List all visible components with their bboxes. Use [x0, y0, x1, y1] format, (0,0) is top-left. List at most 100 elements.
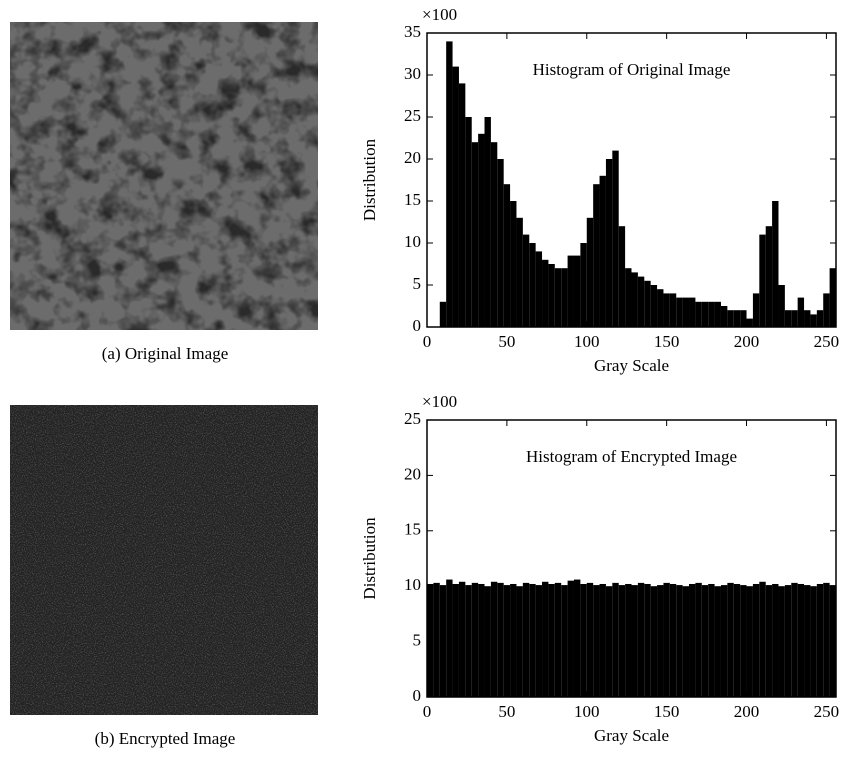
bar: [618, 585, 626, 697]
x-tick-label: 0: [423, 702, 432, 721]
bar: [510, 201, 517, 327]
y-tick-label: 0: [413, 686, 422, 705]
encrypted-image-noise: [10, 405, 318, 715]
bar: [497, 159, 504, 327]
bar: [816, 583, 824, 697]
bar: [778, 586, 785, 697]
bar: [676, 297, 683, 327]
bar: [561, 585, 568, 697]
bar: [695, 301, 702, 327]
y-tick-label: 15: [404, 190, 421, 209]
bar: [593, 585, 600, 697]
bar: [701, 585, 709, 697]
bar: [765, 585, 773, 697]
y-tick-label: 10: [404, 575, 421, 594]
bar: [682, 586, 690, 697]
bar: [752, 293, 760, 327]
bar: [516, 217, 523, 327]
bar: [439, 301, 447, 327]
x-tick-label: 50: [498, 702, 515, 721]
bar: [446, 41, 453, 328]
bar: [701, 301, 709, 327]
bar: [708, 583, 715, 697]
plot-frame: [426, 32, 837, 328]
bar: [727, 582, 734, 697]
bar: [682, 297, 690, 327]
bar: [669, 583, 677, 697]
bar: [663, 582, 670, 697]
y-multiplier: ×100: [422, 392, 457, 411]
bar: [778, 285, 785, 327]
bar: [452, 66, 459, 327]
bar: [522, 234, 530, 327]
bar: [784, 310, 792, 327]
bar: [650, 586, 658, 697]
bar: [689, 583, 696, 697]
bar: [599, 175, 606, 327]
bar: [829, 585, 836, 697]
bar: [625, 583, 632, 697]
bar: [452, 583, 459, 697]
bar: [733, 583, 741, 697]
bar: [657, 585, 664, 697]
bar: [561, 268, 568, 327]
bar: [784, 585, 792, 697]
bar: [586, 217, 594, 327]
bar: [567, 580, 574, 697]
bar: [573, 255, 581, 327]
bar: [727, 310, 734, 327]
plot-frame: [426, 419, 837, 698]
bar: [522, 582, 530, 697]
bar: [529, 243, 536, 327]
y-tick-label: 25: [404, 409, 421, 428]
bar: [567, 255, 574, 327]
bar: [548, 583, 555, 697]
bar: [503, 184, 511, 327]
bar: [599, 583, 606, 697]
bar: [458, 83, 466, 328]
bar: [804, 310, 811, 327]
bar: [791, 310, 798, 327]
bar: [733, 310, 741, 327]
bar: [631, 585, 638, 697]
bar: [714, 301, 721, 327]
chart-title: Histogram of Original Image: [533, 60, 731, 79]
y-tick-label: 25: [404, 106, 421, 125]
bar: [772, 583, 779, 697]
bar: [637, 276, 645, 327]
y-tick-label: 20: [404, 148, 421, 167]
bar: [490, 581, 498, 697]
bar: [644, 280, 651, 327]
bar: [740, 310, 747, 327]
x-tick-label: 250: [814, 332, 840, 351]
y-axis-label: Distribution: [360, 138, 379, 221]
bar: [650, 285, 658, 327]
x-axis-label: Gray Scale: [594, 356, 669, 375]
caption: (a) Original Image: [102, 344, 229, 363]
bar: [695, 582, 702, 697]
bar: [458, 581, 466, 697]
bar: [714, 586, 721, 697]
x-tick-label: 100: [574, 702, 600, 721]
caption: (b) Encrypted Image: [95, 729, 236, 748]
x-tick-label: 0: [423, 332, 432, 351]
bar: [554, 582, 562, 697]
bar: [669, 293, 677, 327]
bar: [759, 234, 766, 327]
bar: [772, 201, 779, 327]
bar: [816, 310, 824, 327]
y-tick-label: 30: [404, 64, 421, 83]
bar: [471, 142, 479, 327]
bar: [797, 583, 805, 697]
bar: [810, 314, 817, 327]
y-tick-label: 35: [404, 22, 421, 41]
bar: [765, 226, 773, 327]
bar: [580, 583, 587, 697]
x-tick-label: 150: [654, 702, 680, 721]
x-tick-label: 200: [734, 332, 760, 351]
x-axis-label: Gray Scale: [594, 726, 669, 745]
bar: [631, 272, 638, 327]
x-tick-label: 200: [734, 702, 760, 721]
bar: [535, 251, 543, 327]
bar: [637, 582, 645, 697]
